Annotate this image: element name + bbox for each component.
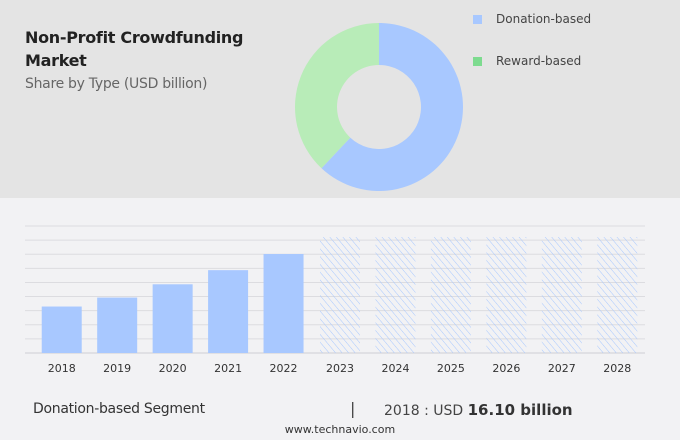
donut-slice-donation-based: [321, 23, 464, 191]
x-tick-label: 2027: [548, 362, 576, 375]
bar-2018: [41, 306, 82, 353]
x-tick-label: 2028: [603, 362, 631, 375]
website-link[interactable]: www.technavio.com: [284, 423, 396, 436]
x-tick-label: 2024: [381, 362, 409, 375]
donut-slice-reward-based: [295, 22, 379, 169]
x-tick-label: 2021: [214, 362, 242, 375]
legend-swatch-reward: [473, 56, 482, 66]
segment-label: Donation-based Segment: [33, 401, 205, 417]
segment-value: 2018 : USD 16.10 billion: [384, 401, 573, 419]
legend-item-reward: Reward-based: [473, 54, 581, 68]
bar-2021: [208, 270, 249, 353]
legend-label: Donation-based: [496, 12, 592, 26]
x-tick-label: 2020: [159, 362, 187, 375]
bar-2020: [152, 284, 193, 353]
x-tick-label: 2022: [270, 362, 298, 375]
separator: |: [350, 399, 356, 418]
x-axis-labels: 2018 2019 2020 2021 2022 2023 2024 2025 2026 2027…: [48, 362, 632, 375]
forecast-bar-2025: [430, 237, 471, 353]
donut-chart: [295, 22, 464, 191]
bar-series: [41, 237, 638, 353]
forecast-bar-2024: [375, 237, 416, 353]
forecast-bar-2027: [541, 237, 582, 353]
bar-2022: [263, 253, 304, 353]
chart-title: Non-Profit Crowdfunding Market: [25, 28, 244, 70]
x-tick-label: 2019: [103, 362, 131, 375]
x-tick-label: 2026: [492, 362, 520, 375]
chart-subtitle: Share by Type (USD billion): [25, 76, 208, 92]
forecast-bar-2023: [320, 237, 360, 353]
x-tick-label: 2023: [326, 362, 354, 375]
bar-2019: [97, 297, 138, 353]
forecast-bar-2028: [597, 237, 638, 353]
x-tick-label: 2025: [437, 362, 465, 375]
legend-item-donation: Donation-based: [473, 12, 591, 26]
value-prefix: 2018 : USD: [384, 403, 464, 419]
legend-label: Reward-based: [496, 54, 582, 68]
legend-swatch-donation: [473, 14, 482, 24]
forecast-bar-2026: [486, 237, 527, 353]
x-tick-label: 2018: [48, 362, 76, 375]
value-bold: 16.10 billion: [467, 401, 573, 419]
